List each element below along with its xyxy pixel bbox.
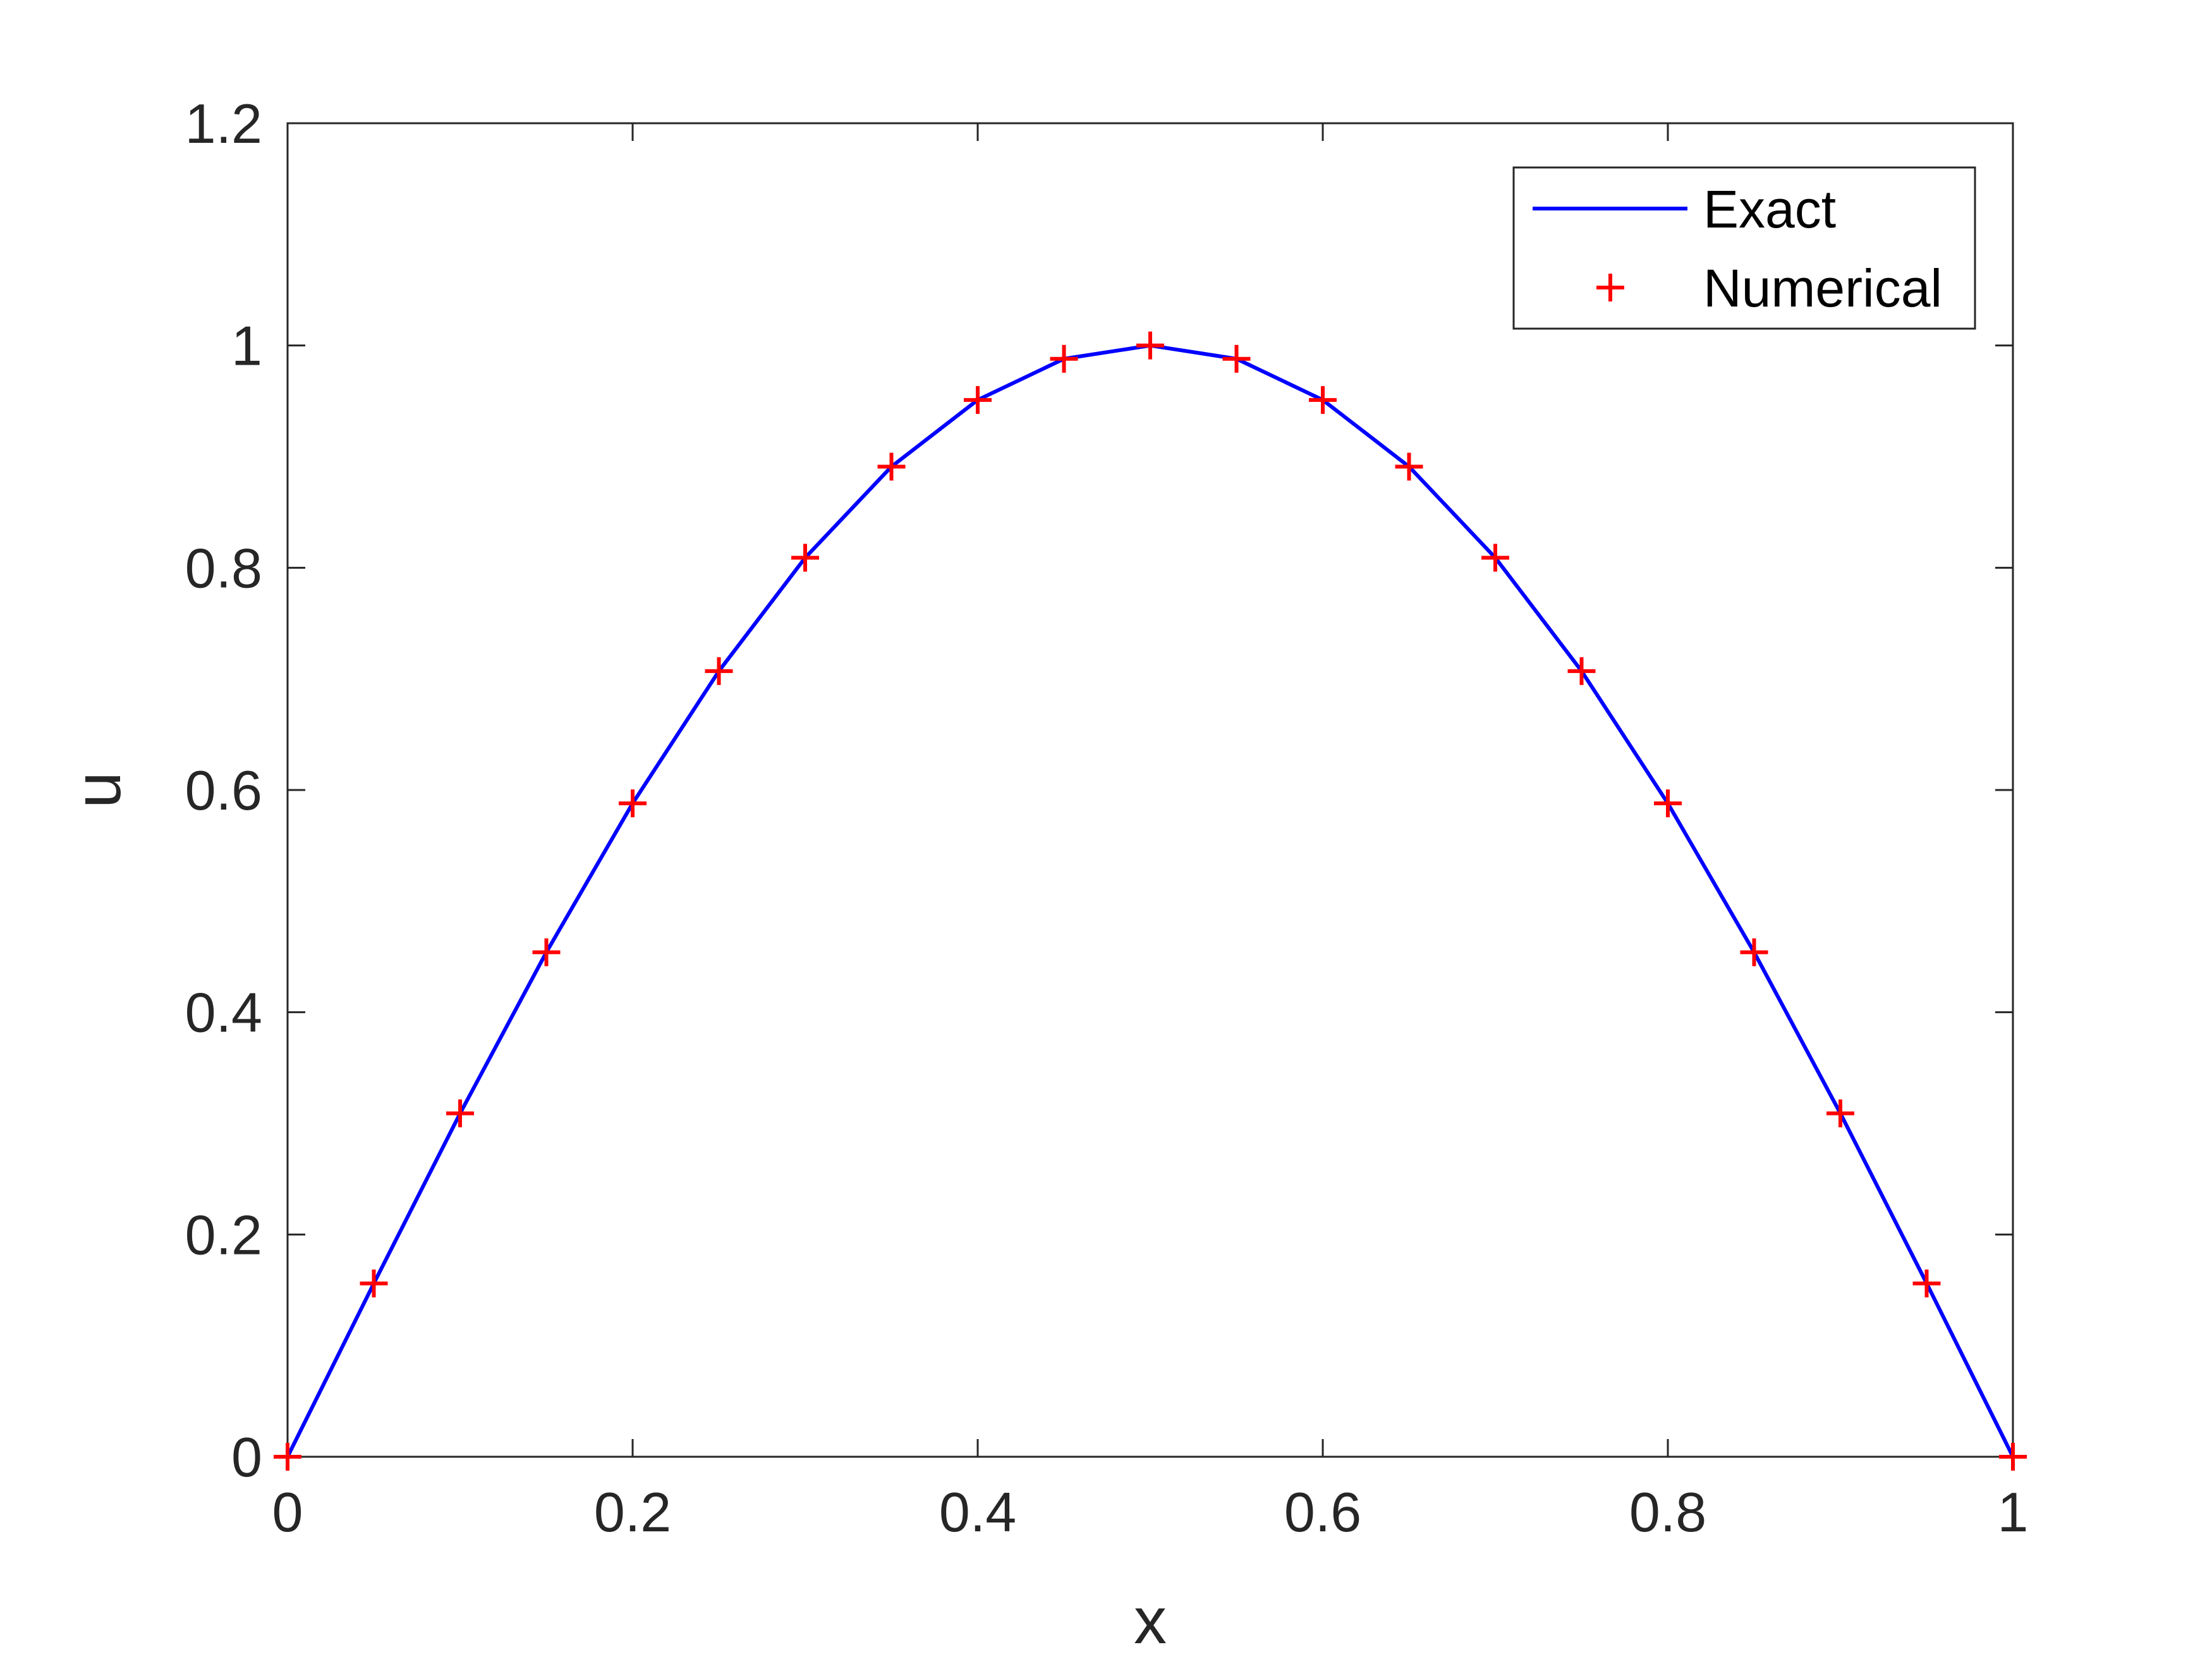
x-axis-label: x xyxy=(1134,1584,1167,1658)
legend-box xyxy=(1512,166,1976,330)
legend-label-exact: Exact xyxy=(1703,179,1836,239)
legend-label-numerical: Numerical xyxy=(1703,258,1942,318)
legend: Exact Numerical xyxy=(1512,166,1976,330)
y-axis-label: u xyxy=(61,772,135,808)
numerical-point xyxy=(360,1269,388,1297)
x-tick-label: 1 xyxy=(1998,1481,2029,1543)
numerical-point xyxy=(705,657,733,685)
x-tick-label: 0.8 xyxy=(1629,1481,1706,1543)
numerical-point xyxy=(1654,789,1682,818)
x-tick-label: 0.2 xyxy=(594,1481,671,1543)
numerical-point xyxy=(274,1443,301,1471)
y-axis-ticks: 0 0.2 0.4 0.6 0.8 1 1.2 xyxy=(185,92,2013,1488)
x-tick-label: 0.4 xyxy=(939,1481,1016,1543)
numerical-point xyxy=(532,938,561,966)
numerical-point xyxy=(619,789,647,818)
numerical-point xyxy=(964,386,992,414)
legend-plus-marker xyxy=(1596,274,1624,301)
numerical-point xyxy=(1999,1443,2027,1471)
numerical-point xyxy=(1395,453,1423,481)
y-tick-label: 1 xyxy=(231,315,262,377)
legend-numerical-marker-sample xyxy=(1596,274,1624,301)
series-layer xyxy=(274,331,2027,1471)
y-tick-label: 0.6 xyxy=(185,759,262,822)
y-tick-label: 0 xyxy=(231,1426,262,1488)
numerical-point xyxy=(877,453,906,481)
y-tick-label: 0.2 xyxy=(185,1203,262,1266)
numerical-point xyxy=(1309,386,1337,414)
numerical-point xyxy=(1222,344,1251,373)
numerical-point xyxy=(1912,1269,1941,1297)
numerical-point xyxy=(1481,544,1509,572)
numerical-point xyxy=(446,1099,474,1127)
numerical-point xyxy=(1050,344,1078,373)
numerical-point xyxy=(1740,938,1768,966)
y-tick-label: 1.2 xyxy=(185,92,262,155)
numerical-point xyxy=(1567,657,1596,685)
y-tick-label: 0.8 xyxy=(185,537,262,599)
x-tick-label: 0 xyxy=(272,1481,303,1543)
numerical-point xyxy=(791,544,819,572)
y-tick-label: 0.4 xyxy=(185,981,262,1044)
x-axis-ticks: 0 0.2 0.4 0.6 0.8 1 xyxy=(272,123,2029,1543)
x-tick-label: 0.6 xyxy=(1284,1481,1361,1543)
numerical-point xyxy=(1826,1099,1854,1127)
numerical-point xyxy=(1136,331,1164,360)
